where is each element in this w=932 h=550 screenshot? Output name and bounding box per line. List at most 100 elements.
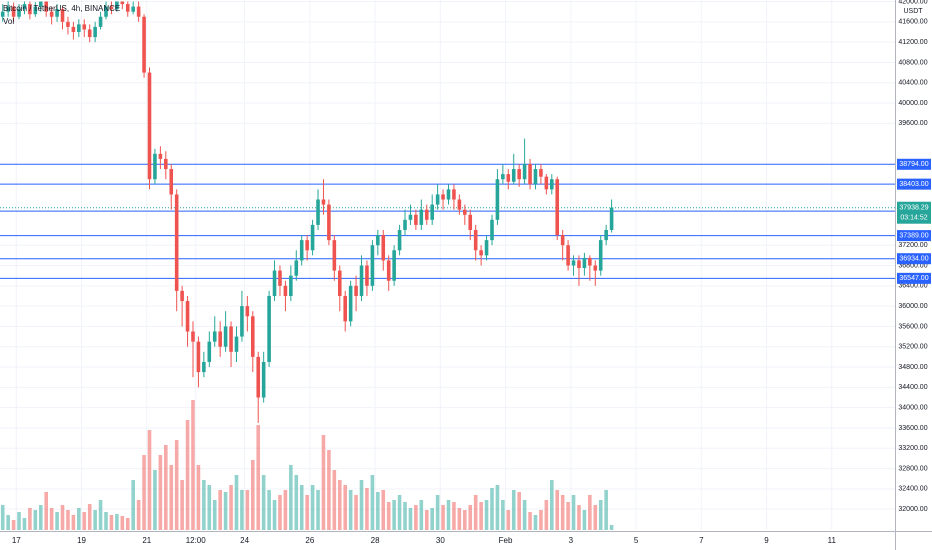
volume-bar [414, 505, 418, 530]
y-tick-label: 42000.00 [898, 0, 927, 5]
y-tick-label: 35600.00 [898, 323, 927, 330]
volume-bar [0, 505, 5, 530]
volume-bar [49, 508, 54, 530]
y-tick-label: 36000.00 [898, 303, 927, 310]
candle-body [98, 16, 103, 27]
x-tick-label: 28 [371, 536, 380, 545]
last-price-box [897, 201, 931, 224]
volume-bar [593, 505, 598, 530]
candle-body [435, 194, 440, 205]
candle-body [430, 204, 434, 220]
level-label-box [897, 178, 931, 190]
candle-body [250, 316, 255, 357]
candle-body [261, 361, 266, 398]
candle-body [77, 24, 81, 32]
volume-bar [533, 515, 538, 530]
candle-body [343, 295, 348, 322]
y-tick-label: 37200.00 [898, 242, 927, 249]
volume-bar [479, 502, 483, 530]
volume-bar [207, 485, 212, 530]
volume-bar [299, 485, 304, 530]
y-tick-label: 40400.00 [898, 80, 927, 87]
volume-bar [245, 490, 250, 530]
y-tick-label: 39600.00 [898, 120, 927, 127]
candle-body [354, 285, 358, 296]
candle-body [212, 331, 217, 342]
volume-bar [321, 435, 326, 530]
x-tick-label: 7 [699, 536, 704, 545]
candle-body [207, 341, 212, 362]
y-tick-label: 32400.00 [898, 486, 927, 493]
volume-bar [104, 512, 108, 530]
candle-body [511, 169, 516, 182]
volume-bar [348, 490, 353, 530]
level-label: 36547.00 [899, 275, 928, 282]
candle-body [549, 179, 554, 190]
volume-bar [185, 420, 190, 530]
volume-bar [6, 515, 10, 530]
candle-body [169, 169, 174, 195]
candle-body [256, 356, 261, 398]
volume-bar [517, 492, 521, 530]
x-tick-label: 24 [240, 536, 249, 545]
volume-bar [495, 485, 500, 530]
candle-body [560, 235, 565, 246]
y-tick-label: 34400.00 [898, 384, 927, 391]
candle-body [593, 265, 598, 271]
volume-bar [577, 505, 581, 530]
candle-body [397, 229, 402, 251]
level-label: 38794.00 [899, 161, 928, 168]
volume-bar [430, 508, 434, 530]
last-price-label: 37938.29 [899, 205, 928, 212]
volume-bar [560, 495, 565, 530]
candle-body [147, 72, 152, 180]
level-label-box [897, 272, 931, 284]
candle-body [359, 265, 364, 296]
candle-body [604, 229, 608, 241]
y-tick-label: 41600.00 [898, 19, 927, 26]
candle-body [414, 214, 418, 225]
volume-layer [0, 400, 614, 530]
volume-bar [164, 445, 168, 530]
candle-body [180, 290, 184, 302]
candle-body [588, 257, 592, 266]
volume-bar [327, 450, 331, 530]
level-label-box [897, 158, 931, 170]
candle-body [115, 1, 119, 10]
candle-body [517, 169, 521, 180]
level-label: 37389.00 [899, 232, 928, 239]
volume-bar [397, 495, 402, 530]
candle-body [240, 306, 244, 337]
candle-body [441, 194, 445, 200]
candle-body [539, 169, 543, 177]
level-label-box [897, 253, 931, 265]
volume-bar [136, 500, 141, 530]
volume-bar [316, 490, 320, 530]
volume-bar [571, 495, 576, 530]
volume-bar [229, 485, 233, 530]
volume-bar [310, 485, 315, 530]
candle-body [370, 245, 375, 286]
x-tick-label: 12:00 [186, 536, 207, 545]
candle-body [566, 245, 570, 266]
candle-body [196, 341, 201, 373]
candle-body [267, 295, 271, 362]
volume-bar [452, 502, 456, 530]
candle-body [28, 4, 32, 15]
volume-bar [435, 495, 440, 530]
candle-body [463, 209, 467, 215]
y-tick-label: 34000.00 [898, 404, 927, 411]
candle-body [49, 11, 54, 17]
x-tick-label: 30 [436, 536, 445, 545]
volume-bar [191, 400, 195, 530]
candle-body [60, 9, 65, 22]
volume-bar [381, 490, 386, 530]
candle-body [609, 207, 614, 230]
volume-bar [98, 500, 103, 530]
volume-bar [332, 470, 337, 530]
volume-bar [424, 510, 429, 530]
candle-body [408, 214, 413, 220]
candle-body [337, 270, 342, 296]
volume-bar [506, 510, 511, 530]
candle-body [278, 270, 282, 286]
